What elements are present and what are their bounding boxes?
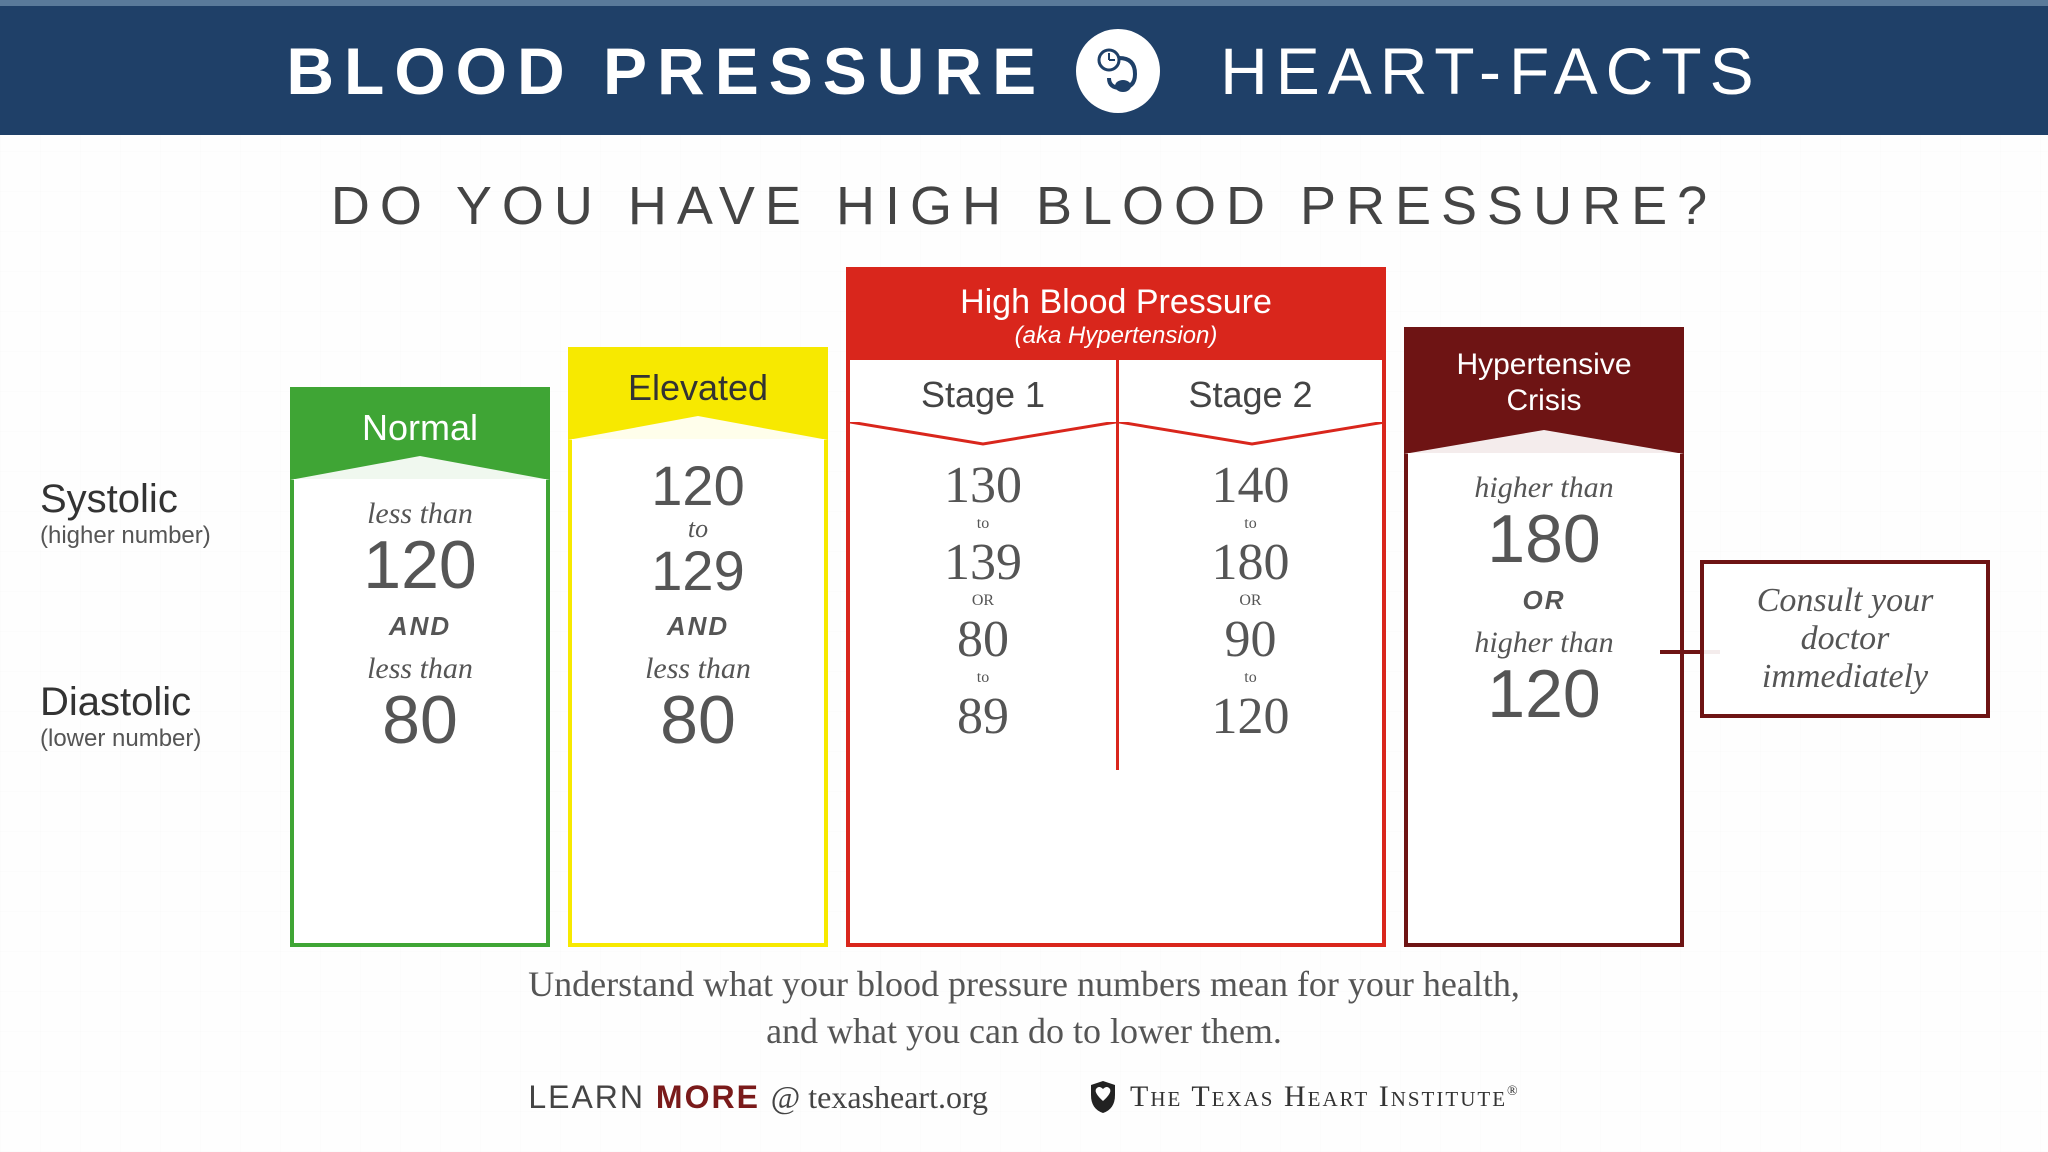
card-crisis-body: higher than 180 OR higher than 120: [1408, 453, 1680, 755]
stage1-head: Stage 1: [850, 360, 1116, 446]
normal-sys-pre: less than: [304, 497, 536, 530]
s2-dia1: 90: [1129, 610, 1372, 669]
cards-container: Normal less than 120 AND less than 80 El…: [290, 267, 1684, 947]
normal-sys-num: 120: [304, 530, 536, 601]
card-elevated: Elevated 120 to 129 AND less than 80: [568, 347, 828, 947]
institute-name: The Texas Heart Institute: [1130, 1080, 1507, 1113]
crisis-dia-num: 120: [1418, 659, 1670, 730]
stage2-label: Stage 2: [1188, 374, 1312, 415]
header-bar: BLOOD PRESSURE HEART-FACTS: [0, 0, 2048, 135]
elevated-to: to: [582, 516, 814, 542]
normal-mid: AND: [304, 611, 536, 642]
at-label: @ texasheart.org: [771, 1079, 988, 1115]
stage2-head: Stage 2: [1119, 360, 1382, 446]
crisis-title1: Hypertensive: [1416, 347, 1672, 383]
systolic-label-big: Systolic: [40, 477, 290, 522]
card-normal: Normal less than 120 AND less than 80: [290, 387, 550, 947]
bp-cuff-icon: [1076, 29, 1160, 113]
s1-to1: to: [860, 515, 1106, 533]
s1-to2: to: [860, 669, 1106, 687]
card-crisis: Hypertensive Crisis higher than 180 OR h…: [1404, 327, 1684, 947]
elevated-mid: AND: [582, 611, 814, 642]
row-labels: Systolic (higher number) Diastolic (lowe…: [40, 267, 290, 883]
s2-to2: to: [1129, 669, 1372, 687]
hbp-sub: (aka Hypertension): [858, 322, 1374, 350]
institute-credit: The Texas Heart Institute®: [1088, 1079, 1520, 1115]
s2-dia2: 120: [1129, 687, 1372, 746]
card-elevated-title: Elevated: [628, 367, 768, 408]
header-title-left: BLOOD PRESSURE: [286, 33, 1046, 109]
systolic-label: Systolic (higher number): [40, 477, 290, 550]
stage2-body: 140 to 180 OR 90 to 120: [1119, 446, 1382, 770]
footer-line1b: and what you can do to lower them.: [766, 1011, 1282, 1051]
card-normal-title: Normal: [362, 407, 478, 448]
normal-dia-pre: less than: [304, 652, 536, 685]
s1-sys1: 130: [860, 456, 1106, 515]
footer-line1a: Understand what your blood pressure numb…: [528, 964, 1520, 1004]
systolic-label-small: (higher number): [40, 522, 290, 550]
card-elevated-body: 120 to 129 AND less than 80: [572, 439, 824, 780]
s1-dia1: 80: [860, 610, 1106, 669]
s2-mid: OR: [1129, 592, 1372, 610]
crisis-sys-pre: higher than: [1418, 471, 1670, 504]
elevated-sys2: 129: [582, 542, 814, 601]
card-elevated-head: Elevated: [572, 351, 824, 439]
consult-box: Consult your doctor immediately: [1700, 560, 1990, 718]
s1-sys2: 139: [860, 533, 1106, 592]
crisis-mid: OR: [1418, 585, 1670, 616]
card-crisis-head: Hypertensive Crisis: [1408, 331, 1680, 453]
stage1-label: Stage 1: [921, 374, 1045, 415]
card-normal-body: less than 120 AND less than 80: [294, 479, 546, 781]
s1-mid: OR: [860, 592, 1106, 610]
crisis-sys-num: 180: [1418, 504, 1670, 575]
hbp-stage1: Stage 1 130 to 139 OR 80 to 89: [850, 360, 1116, 770]
hbp-title: High Blood Pressure: [858, 283, 1374, 322]
diastolic-label: Diastolic (lower number): [40, 680, 290, 753]
elevated-dia-pre: less than: [582, 652, 814, 685]
card-hbp-head: High Blood Pressure (aka Hypertension): [850, 271, 1382, 360]
footer-text: Understand what your blood pressure numb…: [0, 961, 2048, 1055]
normal-dia-num: 80: [304, 685, 536, 756]
hbp-stage2: Stage 2 140 to 180 OR 90 to 120: [1116, 360, 1382, 770]
stage1-body: 130 to 139 OR 80 to 89: [850, 446, 1116, 770]
elevated-dia-num: 80: [582, 685, 814, 756]
card-normal-head: Normal: [294, 391, 546, 479]
header-title-right: HEART-FACTS: [1220, 33, 1762, 109]
crisis-dia-pre: higher than: [1418, 626, 1670, 659]
card-hbp: High Blood Pressure (aka Hypertension) S…: [846, 267, 1386, 947]
shield-icon: [1088, 1079, 1118, 1115]
learn-label: LEARN: [528, 1079, 645, 1115]
learn-more: LEARN MORE @ texasheart.org: [528, 1079, 988, 1116]
s2-to1: to: [1129, 515, 1372, 533]
diastolic-label-big: Diastolic: [40, 680, 290, 725]
subheading: DO YOU HAVE HIGH BLOOD PRESSURE?: [0, 175, 2048, 237]
hbp-stages: Stage 1 130 to 139 OR 80 to 89: [850, 360, 1382, 770]
footer-credits: LEARN MORE @ texasheart.org The Texas He…: [0, 1079, 2048, 1116]
diastolic-label-small: (lower number): [40, 725, 290, 753]
s2-sys1: 140: [1129, 456, 1372, 515]
elevated-sys1: 120: [582, 457, 814, 516]
crisis-title2: Crisis: [1416, 383, 1672, 419]
s2-sys2: 180: [1129, 533, 1372, 592]
reg-mark: ®: [1507, 1084, 1520, 1099]
footer: Understand what your blood pressure numb…: [0, 961, 2048, 1116]
more-label: MORE: [656, 1079, 760, 1115]
s1-dia2: 89: [860, 687, 1106, 746]
